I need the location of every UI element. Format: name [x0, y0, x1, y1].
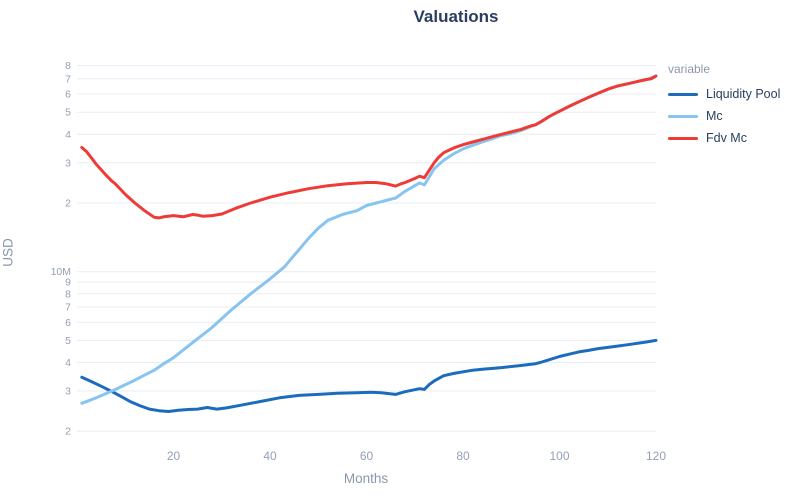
legend-items: Liquidity Pool Mc Fdv Mc — [668, 83, 780, 149]
legend-item-label: Fdv Mc — [706, 131, 747, 145]
y-tick-label: 2 — [65, 198, 71, 210]
y-tick-label: 9 — [65, 277, 71, 289]
legend-item[interactable]: Fdv Mc — [668, 127, 780, 149]
legend-item-label: Mc — [706, 109, 723, 123]
y-tick-label: 7 — [65, 302, 71, 314]
series-line-fdv-mc[interactable] — [80, 74, 658, 220]
x-tick-label: 120 — [646, 449, 666, 463]
y-tick-label: 8 — [65, 288, 71, 300]
legend-item[interactable]: Mc — [668, 105, 780, 127]
x-tick-label: 80 — [456, 449, 470, 463]
legend-title: variable — [668, 62, 711, 76]
series-line-liquidity-pool[interactable] — [80, 338, 658, 413]
y-tick-label: 4 — [65, 129, 71, 141]
y-tick-label: 7 — [65, 73, 71, 85]
y-tick-label: 8 — [65, 60, 71, 72]
legend-item[interactable]: Liquidity Pool — [668, 83, 780, 105]
y-tick-label: 3 — [65, 386, 71, 398]
legend-swatch-line — [668, 136, 698, 140]
y-tick-label: 2 — [65, 426, 71, 438]
x-tick-label: 100 — [549, 449, 569, 463]
y-tick-label: 5 — [65, 107, 71, 119]
chart-title: Valuations — [413, 7, 499, 26]
x-tick-label: 60 — [360, 449, 374, 463]
x-tick-label: 20 — [167, 449, 181, 463]
legend-swatch-line — [668, 92, 698, 96]
y-tick-label: 6 — [65, 89, 71, 101]
y-tick-label: 3 — [65, 157, 71, 169]
y-tick-label: 4 — [65, 357, 71, 369]
x-axis-title: Months — [343, 471, 389, 486]
y-tick-label: 10M — [51, 266, 71, 278]
x-tick-label: 40 — [263, 449, 277, 463]
y-axis-title: USD — [0, 238, 16, 267]
y-tick-label: 5 — [65, 335, 71, 347]
legend: variable Liquidity Pool Mc Fdv Mc — [668, 62, 780, 149]
legend-item-label: Liquidity Pool — [706, 87, 781, 101]
y-tick-label: 6 — [65, 317, 71, 329]
legend-swatch-line — [668, 114, 698, 118]
